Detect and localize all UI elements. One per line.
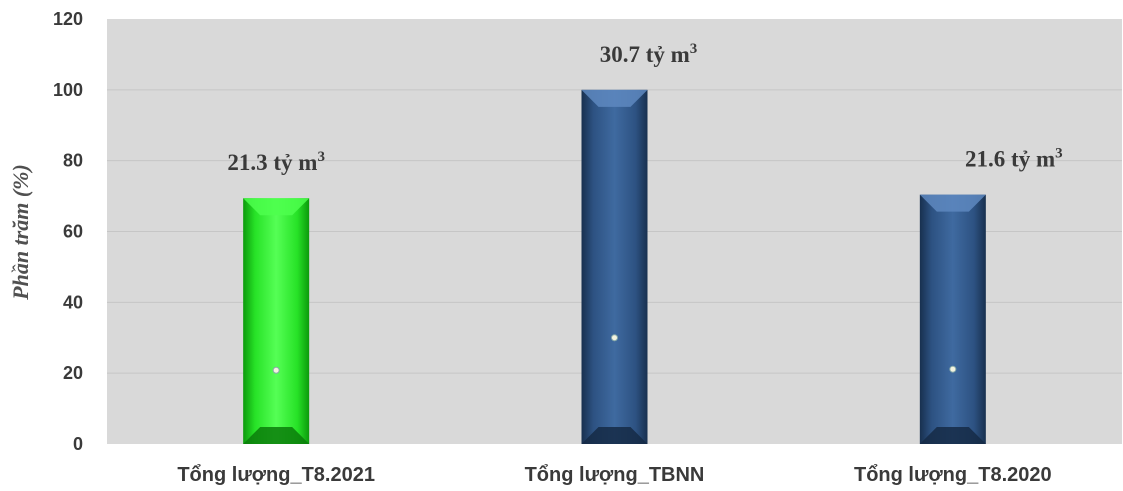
y-tick-label: 20 [63,363,83,383]
bar-bevel-bottom [243,427,310,444]
y-axis-title: Phần trăm (%) [8,164,33,301]
bar-bevel-bottom [581,427,648,444]
y-tick-label: 80 [63,151,83,171]
data-label: 30.7 tỷ m3 [600,41,698,67]
y-tick-label: 40 [63,292,83,312]
x-category-label: Tổng lượng_T8.2020 [854,464,1052,486]
y-tick-label: 60 [63,222,83,242]
bar-body [581,89,648,444]
x-category-label: Tổng lượng_TBNN [525,464,705,486]
x-category-label: Tổng lượng_T8.2021 [177,464,375,486]
bar-body [243,198,310,444]
y-tick-label: 100 [53,80,83,100]
bar-bevel-top [919,194,986,212]
bar-marker-dot [611,334,618,342]
data-label: 21.3 tỷ m3 [227,149,325,175]
bar-marker-dot [272,366,280,374]
bar-bevel-top [581,89,648,107]
bar-0 [243,198,310,444]
bar-bevel-top [243,198,310,216]
y-tick-label: 120 [53,9,83,29]
bar-bevel-bottom [919,427,986,444]
bar-1 [581,89,648,444]
y-tick-label: 0 [73,434,83,454]
data-label: 21.6 tỷ m3 [965,146,1063,172]
bar-2 [919,194,986,444]
bar-body [919,194,986,444]
bar-marker-dot [949,365,957,373]
